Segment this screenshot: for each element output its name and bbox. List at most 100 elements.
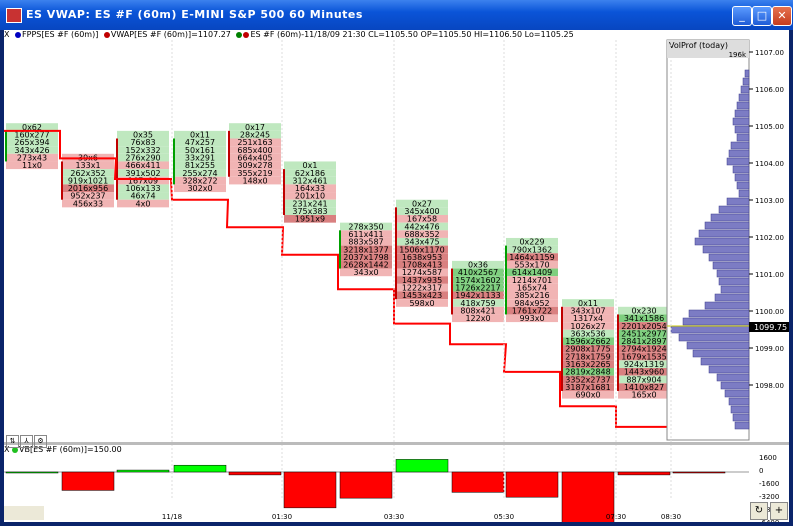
footprint-value: 106x133 bbox=[125, 184, 160, 193]
footprint-cell bbox=[452, 260, 504, 269]
xyz-icon[interactable]: ⅄ bbox=[20, 435, 33, 448]
footprint-cell bbox=[396, 260, 448, 269]
vb-axis-label: 1600 bbox=[759, 454, 777, 462]
vb-bar bbox=[5, 471, 59, 474]
footprint-cell bbox=[6, 146, 58, 154]
footprint-cell bbox=[562, 322, 614, 330]
vb-axis-label: -3200 bbox=[759, 493, 779, 501]
footprint-value: 28x245 bbox=[240, 131, 270, 140]
candle-bar bbox=[116, 138, 118, 200]
footprint-cell bbox=[174, 161, 226, 170]
footprint-cell bbox=[229, 176, 281, 185]
refresh-icon[interactable]: ↻ bbox=[750, 502, 768, 520]
horizontal-scrollbar[interactable] bbox=[4, 506, 44, 520]
profile-bar bbox=[702, 245, 750, 254]
add-icon[interactable]: + bbox=[770, 502, 788, 520]
footprint-cell bbox=[6, 161, 58, 170]
footprint-value: 1942x1133 bbox=[455, 291, 500, 300]
footprint-cell bbox=[618, 329, 670, 338]
footprint-value: 0x36 bbox=[468, 261, 488, 270]
footprint-cell bbox=[562, 383, 614, 391]
price-label: 1104.00 bbox=[755, 160, 784, 168]
footprint-value: 0x11 bbox=[578, 299, 598, 308]
footprint-value: 1708x413 bbox=[402, 261, 442, 270]
last-price-label: 1099.75 bbox=[754, 323, 787, 332]
footprint-value: 133x1 bbox=[75, 161, 100, 170]
footprint-cell bbox=[62, 161, 114, 170]
footprint-value: 1679x1535 bbox=[621, 352, 666, 361]
footprint-cell bbox=[396, 291, 448, 300]
close-vb-icon[interactable]: X bbox=[4, 445, 13, 454]
footprint-cell bbox=[506, 291, 558, 300]
footprint-value: 887x904 bbox=[626, 375, 661, 384]
profile-bar bbox=[686, 341, 750, 350]
close-button[interactable]: ✕ bbox=[772, 6, 792, 26]
footprint-cell bbox=[506, 306, 558, 315]
footprint-cell bbox=[618, 375, 670, 384]
footprint-value: 255x274 bbox=[182, 169, 217, 178]
vb-bar bbox=[339, 471, 393, 499]
footprint-value: 265x394 bbox=[14, 138, 49, 147]
price-label: 1099.00 bbox=[755, 345, 784, 353]
vb-bar bbox=[395, 459, 449, 473]
footprint-value: 167x09 bbox=[128, 176, 158, 185]
profile-bar bbox=[732, 117, 750, 126]
footprint-cell bbox=[62, 184, 114, 193]
profile-bar bbox=[670, 325, 750, 334]
footprint-cell bbox=[6, 123, 58, 131]
footprint-value: 309x278 bbox=[237, 161, 272, 170]
profile-bar bbox=[742, 77, 750, 86]
footprint-value: 993x0 bbox=[519, 314, 544, 323]
close-study-icon[interactable]: X bbox=[4, 30, 10, 39]
footprint-value: 312x461 bbox=[292, 176, 327, 185]
minimize-button[interactable]: _ bbox=[732, 6, 752, 26]
maximize-button[interactable]: □ bbox=[752, 6, 772, 26]
title-bar[interactable]: ES VWAP: ES #F (60m) E-MINI S&P 500 60 M… bbox=[0, 0, 793, 30]
pane-divider[interactable] bbox=[4, 442, 789, 445]
footprint-cell bbox=[174, 176, 226, 185]
footprint-cell bbox=[506, 260, 558, 269]
footprint-cell bbox=[284, 161, 336, 170]
footprint-value: 2908x1775 bbox=[565, 345, 610, 354]
footprint-cell bbox=[452, 276, 504, 284]
settings-icon[interactable]: ⚙ bbox=[34, 435, 47, 448]
profile-bar bbox=[734, 125, 750, 134]
profile-bar bbox=[694, 237, 750, 246]
footprint-cell bbox=[6, 138, 58, 147]
footprint-cell bbox=[396, 215, 448, 223]
price-label: 1101.00 bbox=[755, 271, 784, 279]
price-label: 1100.00 bbox=[755, 308, 784, 316]
vb-bar bbox=[617, 471, 671, 476]
footprint-value: 160x277 bbox=[14, 131, 49, 140]
footprint-cell bbox=[562, 345, 614, 353]
footprint-cell bbox=[117, 184, 169, 193]
footprint-cell bbox=[618, 368, 670, 376]
footprint-value: 0x229 bbox=[519, 238, 544, 247]
footprint-value: 1951x9 bbox=[295, 215, 325, 224]
footprint-cell bbox=[506, 299, 558, 307]
vb-bar bbox=[228, 471, 282, 476]
price-label: 1102.00 bbox=[755, 234, 784, 242]
footprint-value: 418x759 bbox=[460, 299, 495, 308]
footprint-value: 0x62 bbox=[22, 123, 42, 132]
time-label: 11/18 bbox=[162, 513, 182, 521]
footprint-cell bbox=[618, 306, 670, 315]
footprint-value: 466x411 bbox=[125, 161, 160, 170]
footprint-cell bbox=[396, 230, 448, 238]
profile-bar bbox=[732, 413, 750, 422]
footprint-chart[interactable]: 0x62160x277265x394343x426273x4311x039x61… bbox=[4, 30, 789, 522]
scale-icon[interactable]: ⇅ bbox=[6, 435, 19, 448]
footprint-cell bbox=[117, 176, 169, 185]
footprint-value: 345x400 bbox=[404, 207, 439, 216]
footprint-value: 0x1 bbox=[303, 161, 318, 170]
footprint-cell bbox=[618, 337, 670, 346]
footprint-value: 165x0 bbox=[631, 391, 656, 400]
footprint-cell bbox=[174, 169, 226, 177]
footprint-cell bbox=[506, 314, 558, 323]
footprint-cell bbox=[396, 237, 448, 246]
footprint-cell bbox=[174, 184, 226, 193]
price-label: 1106.00 bbox=[755, 86, 784, 94]
footprint-value: 456x33 bbox=[73, 199, 103, 208]
footprint-value: 302x0 bbox=[187, 184, 212, 193]
